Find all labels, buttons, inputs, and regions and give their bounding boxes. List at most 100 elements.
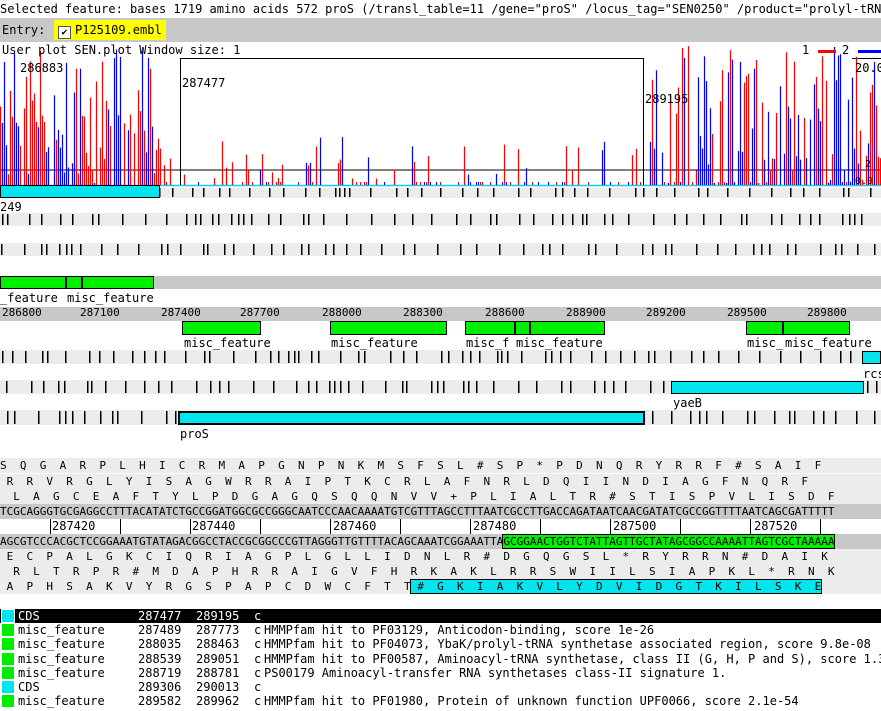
misc-feature[interactable]	[746, 321, 783, 335]
stop-codon-tick	[228, 381, 230, 393]
misc-feature[interactable]	[182, 321, 261, 335]
cds-feature[interactable]	[862, 351, 881, 364]
reverse-strand[interactable]: AGCGTCCCACGCTCCGGAAATGTATAGACGGCCTACCGCG…	[0, 534, 881, 549]
stop-codon-tick	[699, 411, 701, 424]
stop-codon-tick	[507, 351, 509, 363]
stop-codon-tick	[251, 214, 253, 225]
check-icon[interactable]: ✔	[58, 26, 71, 39]
stop-codon-tick	[698, 188, 700, 197]
stop-codon-tick	[360, 244, 362, 255]
frame-f1[interactable]: S Q G A R P L H I C R M A P G N P N K M …	[0, 458, 881, 473]
stop-codon-tick	[414, 244, 416, 255]
stop-codon-tick	[303, 214, 305, 225]
stop-codon-tick	[819, 214, 821, 225]
stop-codon-tick	[501, 351, 503, 363]
stop-codon-tick	[24, 244, 26, 255]
feature-list-row[interactable]: misc_feature 287489 287773 c HMMPfam hit to …	[0, 623, 881, 637]
ruler-label: 288300	[403, 306, 443, 319]
stop-codon-tick	[301, 244, 303, 255]
frame-r3[interactable]: A P H S A K V Y R G S P A P C D W C F T …	[0, 579, 881, 594]
stop-codon-tick	[876, 381, 878, 393]
cds-feature-yaeB[interactable]	[671, 381, 864, 394]
feature-strand: c	[254, 651, 262, 666]
stop-codon-tick	[842, 214, 844, 225]
stop-codon-tick	[754, 411, 756, 424]
stop-codon-tick	[41, 214, 43, 225]
feature-label: misc_feature	[331, 336, 418, 350]
stop-codon-tick	[800, 351, 802, 363]
stop-codon-tick	[595, 244, 597, 255]
misc-feature[interactable]	[783, 321, 850, 335]
stop-codon-tick	[42, 351, 44, 363]
stop-codon-tick	[144, 381, 146, 393]
feature-end: 290013	[196, 680, 240, 694]
feature-strand: c	[254, 623, 262, 638]
misc-feature[interactable]	[330, 321, 447, 335]
feature-list-row[interactable]: CDS 287477 289195 c	[0, 609, 881, 623]
misc-feature[interactable]	[515, 321, 530, 335]
sequence-view[interactable]: S Q G A R P L H I C R M A P G N P N K M …	[0, 457, 881, 607]
stop-codon-tick	[493, 188, 495, 197]
feature-overview[interactable]: 249 _feature misc_feature 286800 287100 …	[0, 185, 881, 456]
stop-codon-tick	[218, 214, 220, 225]
stop-codon-tick	[98, 214, 100, 225]
stop-codon-tick	[138, 244, 140, 255]
frame-f3[interactable]: L A G C E A F T Y L P D G A G Q S Q Q N …	[0, 489, 881, 504]
stop-codon-tick	[117, 411, 119, 424]
feature-type: CDS	[18, 609, 40, 623]
stop-codon-tick	[335, 188, 337, 197]
stop-codon-tick	[490, 214, 492, 225]
stop-codon-tick	[192, 188, 194, 197]
plot-canvas[interactable]	[0, 42, 881, 188]
stop-codon-tick	[594, 381, 596, 393]
feature-list-row[interactable]: misc_feature 289582 289962 c HMMPfam hit to …	[0, 694, 881, 708]
stop-codon-tick	[774, 411, 776, 424]
feature-qualifier: HMMPfam hit to PF04073, YbaK/prolyl-tRNA…	[264, 637, 871, 652]
stop-codon-tick	[72, 411, 74, 424]
misc-feature[interactable]	[530, 321, 605, 335]
stop-codon-tick	[738, 351, 740, 363]
feature-list-row[interactable]: misc_feature 288035 288463 c HMMPfam hit to …	[0, 637, 881, 651]
misc-feature[interactable]	[82, 276, 154, 289]
frame-r2[interactable]: R L T R P R # M D A P H R R A I G V F H …	[0, 564, 881, 579]
cds-feature-proS-selected[interactable]	[178, 411, 645, 425]
frame-f2[interactable]: R R V R G L Y I S A G W R R A I P T K C …	[0, 474, 881, 489]
feature-strand: c	[254, 637, 262, 652]
stop-codon-tick	[186, 214, 188, 225]
stop-codon-tick	[562, 244, 564, 255]
position-ruler[interactable]	[0, 307, 881, 321]
stop-codon-tick	[117, 244, 119, 255]
feature-label: _feature	[0, 291, 58, 305]
frame-r1[interactable]: E C P A L G K C I Q R I A G P L G L L I …	[0, 549, 881, 564]
stop-codon-tick	[561, 381, 563, 393]
stop-codon-tick	[219, 381, 221, 393]
feature-strand: c	[254, 694, 262, 709]
stop-codon-tick	[203, 188, 205, 197]
feature-list-row[interactable]: CDS 289306 290013 c	[0, 680, 881, 694]
feature-list[interactable]: CDS 287477 289195 c misc_feature 287489 287773…	[0, 608, 881, 711]
feature-start: 287489	[138, 623, 182, 638]
cds-feature[interactable]	[0, 185, 160, 198]
stop-codon-tick	[145, 214, 147, 225]
feature-end: 289051	[196, 651, 240, 666]
stop-codon-tick	[204, 351, 206, 363]
stop-codon-tick	[696, 244, 698, 255]
feature-start: 288719	[138, 665, 182, 680]
forward-strand[interactable]: TCGCAGGGTGCGAGGCCTTTACATATCTGCCGGATGGCGC…	[0, 504, 881, 519]
entry-toggle[interactable]: ✔ P125109.embl	[54, 20, 166, 40]
feature-start: 289306	[138, 680, 182, 694]
stop-codon-tick	[720, 214, 722, 225]
feature-label: proS	[180, 427, 209, 441]
user-plot[interactable]: User plot SEN.plot Window size: 1 286883…	[0, 42, 881, 188]
stop-codon-tick	[185, 351, 187, 363]
misc-feature[interactable]	[66, 276, 82, 289]
feature-color-swatch	[1, 609, 15, 623]
stop-codon-tick	[12, 351, 14, 363]
stop-codon-tick	[587, 188, 589, 197]
misc-feature[interactable]	[465, 321, 515, 335]
feature-list-row[interactable]: misc_feature 288719 288781 c PS00179 Aminoac…	[0, 666, 881, 680]
feature-list-row[interactable]: misc_feature 288539 289051 c HMMPfam hit to …	[0, 652, 881, 666]
stop-codon-tick	[476, 244, 478, 255]
misc-feature[interactable]	[0, 276, 66, 289]
stop-codon-tick	[2, 214, 4, 225]
